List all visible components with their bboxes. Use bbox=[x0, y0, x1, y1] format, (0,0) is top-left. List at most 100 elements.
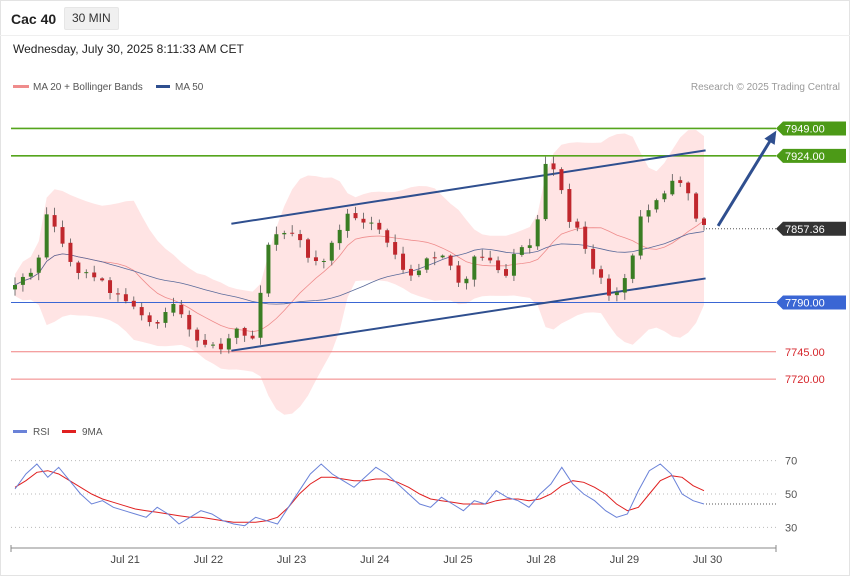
candle-body bbox=[591, 248, 596, 269]
x-tick-label: Jul 23 bbox=[277, 554, 306, 566]
candle-body bbox=[218, 343, 223, 350]
candle-body bbox=[242, 327, 247, 336]
candle-body bbox=[527, 245, 532, 248]
rsi-tick-label: 30 bbox=[785, 522, 797, 534]
candle-body bbox=[670, 180, 675, 195]
candle-body bbox=[13, 285, 17, 290]
rsi-tick-label: 50 bbox=[785, 489, 797, 501]
candle-body bbox=[543, 163, 548, 220]
rsi-ma-line bbox=[14, 470, 705, 523]
rsi-tick-label: 70 bbox=[785, 456, 797, 468]
candle-body bbox=[44, 214, 49, 258]
candle-body bbox=[258, 292, 263, 338]
candle-body bbox=[274, 234, 279, 245]
price-level-label: 7857.36 bbox=[785, 224, 825, 236]
x-axis: Jul 21 Jul 22 Jul 23 Jul 24 Jul 25 Jul 28 Jul … bbox=[10, 545, 777, 566]
rsi-ma-legend-label: 9MA bbox=[82, 427, 103, 438]
candle-body bbox=[504, 269, 509, 276]
credit-label: Research © 2025 Trading Central bbox=[691, 82, 840, 93]
candle-body bbox=[488, 257, 493, 261]
candle-body bbox=[52, 215, 57, 227]
candle-body bbox=[306, 239, 311, 258]
price-level-label: 7924.00 bbox=[785, 151, 825, 163]
candle-body bbox=[298, 234, 303, 241]
candle-body bbox=[654, 200, 659, 210]
candle-body bbox=[448, 255, 453, 266]
candle-body bbox=[147, 315, 152, 323]
ma50-legend-swatch bbox=[156, 85, 170, 88]
candle-body bbox=[440, 255, 445, 258]
candle-body bbox=[535, 219, 540, 247]
candle-body bbox=[496, 260, 501, 271]
candle-body bbox=[361, 218, 366, 223]
candle-body bbox=[210, 344, 215, 346]
candle-body bbox=[203, 339, 208, 345]
x-tick-label: Jul 22 bbox=[194, 554, 223, 566]
candle-body bbox=[329, 242, 334, 261]
candle-body bbox=[84, 272, 89, 274]
candle-body bbox=[432, 257, 437, 259]
x-tick-label: Jul 24 bbox=[360, 554, 389, 566]
price-level-tag bbox=[776, 221, 846, 236]
rsi-line bbox=[14, 463, 705, 527]
candle-body bbox=[171, 303, 176, 313]
candle-body bbox=[139, 307, 144, 316]
price-level-label: 7790.00 bbox=[785, 298, 825, 310]
projection-arrow-line bbox=[716, 134, 775, 227]
candle-body bbox=[401, 253, 406, 270]
projection-arrow-head bbox=[764, 130, 777, 145]
candle-body bbox=[694, 193, 699, 219]
candle-body bbox=[282, 232, 287, 235]
candle-body bbox=[36, 257, 41, 273]
timeframe-badge[interactable]: 30 MIN bbox=[64, 7, 119, 30]
candle-body bbox=[702, 218, 706, 225]
x-tick-label: Jul 30 bbox=[693, 554, 722, 566]
candle-body bbox=[131, 300, 136, 307]
candle-body bbox=[630, 255, 635, 279]
candle-body bbox=[511, 254, 516, 276]
x-tick-label: Jul 29 bbox=[610, 554, 639, 566]
candle-body bbox=[60, 227, 65, 244]
main-panel: 7949.00 7924.00 7857.36 7790.00 7745.00 7720.… bbox=[11, 121, 846, 415]
candle-body bbox=[290, 232, 295, 234]
candle-body bbox=[28, 272, 33, 277]
candle-body bbox=[583, 226, 588, 249]
candle-body bbox=[100, 278, 105, 281]
candle-body bbox=[369, 222, 374, 224]
ma50-line bbox=[14, 231, 705, 305]
rsi-panel: 30 50 70 bbox=[11, 456, 797, 534]
candle-body bbox=[250, 335, 255, 339]
candle-body bbox=[266, 244, 271, 294]
ma20-legend-label: MA 20 + Bollinger Bands bbox=[33, 82, 143, 93]
candle-body bbox=[155, 321, 160, 324]
price-level-label: 7949.00 bbox=[785, 123, 825, 135]
candle-body bbox=[393, 242, 398, 255]
candle-body bbox=[686, 182, 691, 194]
candle-body bbox=[226, 338, 231, 350]
candle-body bbox=[472, 256, 477, 280]
price-level-tag bbox=[776, 121, 846, 136]
candle-body bbox=[424, 258, 429, 270]
rsi-legend: RSI 9MA bbox=[13, 427, 103, 438]
candle-body bbox=[92, 272, 97, 278]
candle-body bbox=[163, 312, 168, 323]
candle-body bbox=[551, 163, 556, 170]
price-level-label: 7745.00 bbox=[785, 347, 825, 359]
candle-body bbox=[464, 278, 469, 284]
candle-body bbox=[519, 247, 524, 255]
candle-body bbox=[20, 276, 25, 285]
candle-body bbox=[662, 193, 667, 200]
candle-body bbox=[622, 278, 627, 293]
candle-body bbox=[115, 293, 120, 295]
instrument-title: Cac 40 bbox=[11, 11, 57, 27]
x-tick-label: Jul 21 bbox=[111, 554, 140, 566]
candle-body bbox=[179, 304, 184, 315]
rsi-ma-legend-swatch bbox=[62, 430, 76, 433]
price-level-label: 7720.00 bbox=[785, 374, 825, 386]
bollinger-band-fill bbox=[15, 130, 704, 415]
ma20-line bbox=[14, 220, 705, 333]
candle-body bbox=[234, 328, 239, 338]
chart-header: Cac 40 30 MIN bbox=[0, 0, 850, 36]
candle-body bbox=[321, 260, 326, 262]
